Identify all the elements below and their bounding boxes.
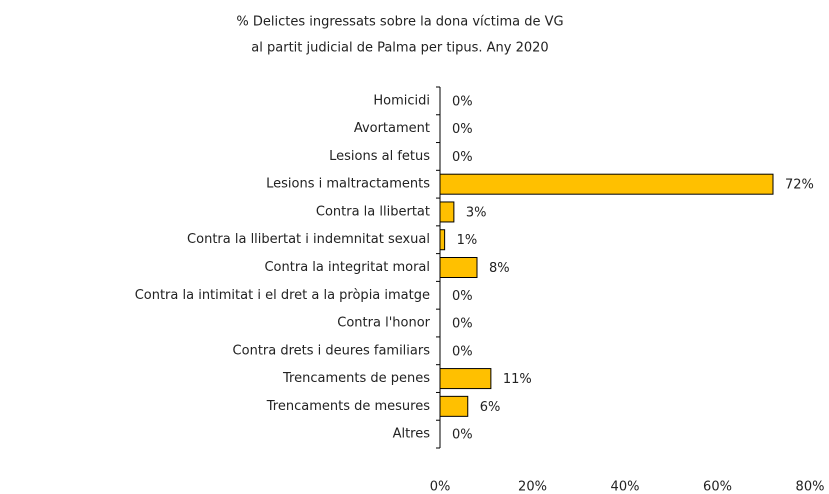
data-label: 0% [452,150,473,165]
y-tick-label: Homicidi [373,93,430,108]
y-tick-label: Trencaments de penes [282,371,430,386]
bar [439,201,455,223]
chart-title: al partit judicial de Palma per tipus. A… [251,41,548,56]
bar [439,395,469,417]
y-tick-label: Contra l'honor [337,316,430,331]
data-label: 0% [452,317,473,332]
x-tick-label: 0% [430,480,451,494]
y-tick-label: Contra la llibertat i indemnitat sexual [187,232,430,247]
bar [439,229,446,251]
y-tick-label: Contra drets i deures familiars [233,343,431,358]
y-tick-label: Altres [393,427,431,442]
bar [439,368,492,390]
data-label: 6% [480,400,501,415]
y-tick-label: Avortament [354,121,430,136]
data-label: 0% [452,122,473,137]
data-label: 0% [452,344,473,359]
bar [439,257,478,278]
bar [439,173,774,195]
y-tick-label: Contra la llibertat [316,204,430,219]
data-label: 11% [503,372,532,387]
chart-title: % Delictes ingressats sobre la dona víct… [236,15,563,30]
data-label: 1% [457,233,478,248]
y-tick-label: Contra la integritat moral [264,260,430,275]
y-tick-label: Lesions al fetus [329,149,430,164]
x-tick-label: 60% [703,480,732,494]
data-label: 72% [785,178,814,193]
y-tick-label: Trencaments de mesures [266,399,430,414]
data-label: 0% [452,428,473,443]
data-label: 0% [452,94,473,109]
data-label: 3% [466,205,487,220]
y-tick-label: Contra la intimitat i el dret a la pròpi… [135,288,430,303]
y-tick-label: Lesions i maltractaments [266,177,430,192]
x-tick-label: 80% [796,480,825,494]
data-label: 8% [489,261,510,276]
data-label: 0% [452,289,473,304]
x-tick-label: 40% [611,480,640,494]
x-tick-label: 20% [518,480,547,494]
